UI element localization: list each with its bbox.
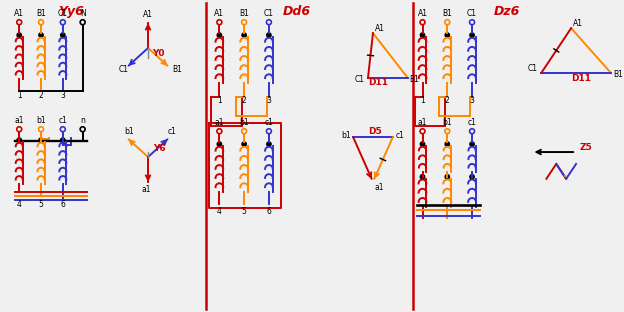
Text: C1: C1: [58, 9, 68, 18]
Text: Yy6: Yy6: [58, 5, 84, 18]
Text: a1: a1: [215, 118, 224, 127]
Text: b1: b1: [442, 118, 452, 127]
Text: B1: B1: [613, 70, 623, 79]
Text: D11: D11: [368, 78, 388, 87]
Text: b1: b1: [36, 116, 46, 125]
Text: 2: 2: [445, 96, 450, 105]
Circle shape: [39, 138, 43, 142]
Text: B1: B1: [172, 65, 182, 74]
Text: c1: c1: [396, 131, 404, 140]
Text: A1: A1: [417, 9, 427, 18]
Circle shape: [470, 142, 474, 146]
Text: A1: A1: [143, 10, 153, 19]
Text: c1: c1: [59, 116, 67, 125]
Text: c1: c1: [467, 118, 477, 127]
Circle shape: [421, 142, 425, 146]
Text: 3: 3: [61, 90, 66, 100]
Text: 4: 4: [17, 200, 22, 208]
Text: 4: 4: [217, 207, 222, 217]
Text: C1: C1: [467, 9, 477, 18]
Circle shape: [266, 142, 271, 146]
Text: b1: b1: [124, 127, 134, 136]
Text: B1: B1: [239, 9, 249, 18]
Text: 1: 1: [420, 96, 425, 105]
Text: Z5: Z5: [580, 143, 593, 152]
Text: B1: B1: [409, 75, 419, 84]
Circle shape: [17, 138, 21, 142]
Text: Y0: Y0: [152, 49, 165, 58]
Text: a1: a1: [375, 183, 384, 192]
Text: 2: 2: [39, 90, 44, 100]
Text: a1: a1: [141, 185, 151, 194]
Circle shape: [470, 33, 474, 37]
Text: B1: B1: [36, 9, 46, 18]
Text: B1: B1: [442, 9, 452, 18]
Text: C1: C1: [119, 65, 129, 74]
Circle shape: [242, 142, 246, 146]
Text: c1: c1: [168, 127, 177, 136]
Circle shape: [39, 33, 43, 37]
Circle shape: [217, 33, 222, 37]
Text: 1: 1: [17, 90, 22, 100]
Circle shape: [445, 142, 449, 146]
Text: c1: c1: [265, 118, 273, 127]
Circle shape: [421, 33, 425, 37]
Circle shape: [445, 33, 449, 37]
Text: 5: 5: [39, 200, 44, 208]
Text: 3: 3: [470, 96, 474, 105]
Text: 3: 3: [266, 96, 271, 105]
Text: D11: D11: [571, 74, 591, 83]
Circle shape: [470, 175, 474, 179]
Text: C1: C1: [527, 64, 537, 73]
Text: 2: 2: [241, 96, 246, 105]
Text: D5: D5: [368, 127, 382, 136]
Text: N: N: [80, 9, 85, 18]
Text: Dz6: Dz6: [494, 5, 520, 18]
Text: b1: b1: [341, 131, 351, 140]
Text: C1: C1: [264, 9, 274, 18]
Circle shape: [266, 33, 271, 37]
Text: b1: b1: [240, 118, 249, 127]
Text: 1: 1: [217, 96, 222, 105]
Circle shape: [17, 33, 21, 37]
Circle shape: [421, 175, 425, 179]
Text: n: n: [80, 116, 85, 125]
Text: A1: A1: [14, 9, 24, 18]
Text: C1: C1: [354, 75, 364, 84]
Circle shape: [242, 33, 246, 37]
Circle shape: [445, 175, 449, 179]
Circle shape: [61, 138, 65, 142]
Text: A1: A1: [215, 9, 225, 18]
Text: Dd6: Dd6: [283, 5, 311, 18]
Circle shape: [217, 142, 222, 146]
Text: A1: A1: [573, 19, 583, 28]
Text: A1: A1: [375, 24, 385, 33]
Text: 6: 6: [61, 200, 66, 208]
Text: 6: 6: [266, 207, 271, 217]
Text: a1: a1: [417, 118, 427, 127]
Text: a1: a1: [14, 116, 24, 125]
Text: Y6: Y6: [153, 144, 165, 153]
Circle shape: [61, 33, 65, 37]
Text: 5: 5: [241, 207, 246, 217]
